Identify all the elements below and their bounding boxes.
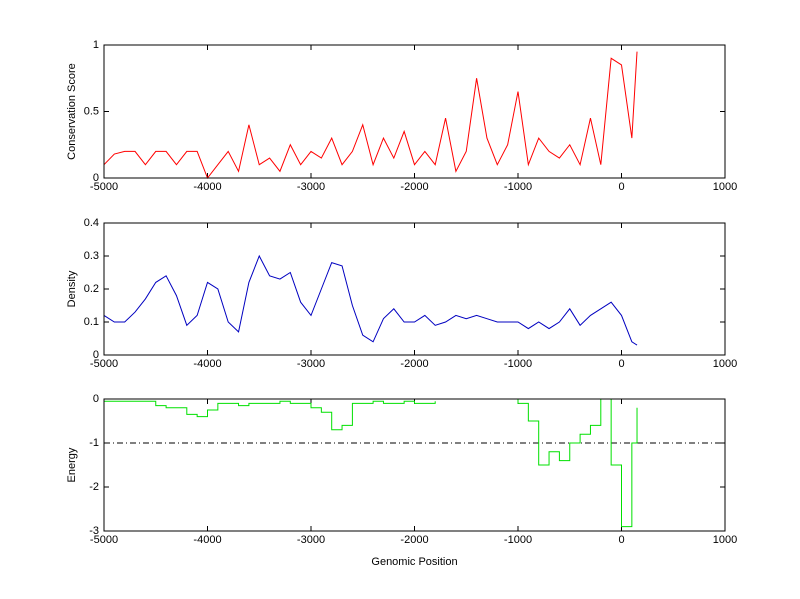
y-tick-label: -2 [89, 481, 99, 493]
x-tick-label: 1000 [713, 534, 737, 546]
y-tick-label: 0.5 [84, 105, 99, 117]
x-tick-label: -4000 [193, 358, 221, 370]
x-tick-label: -5000 [90, 181, 118, 193]
axes-frame [103, 222, 726, 356]
x-tick-label: -2000 [400, 534, 428, 546]
y-tick-label: 0 [93, 393, 99, 405]
plot-area [104, 223, 725, 355]
y-tick-label: 0.3 [84, 250, 99, 262]
y-axis-label: Energy [66, 447, 78, 482]
axes-frame [103, 398, 726, 532]
x-tick-label: -3000 [297, 358, 325, 370]
y-tick-label: -3 [89, 525, 99, 537]
data-line [103, 254, 638, 346]
x-tick-label: -5000 [90, 534, 118, 546]
data-line [103, 51, 638, 180]
x-tick-label: -5000 [90, 358, 118, 370]
x-tick-label: -4000 [193, 534, 221, 546]
x-tick-label: -3000 [297, 534, 325, 546]
y-tick-label: 1 [93, 39, 99, 51]
data-line [104, 398, 638, 528]
x-tick-label: 0 [618, 534, 624, 546]
x-tick-label: -1000 [504, 534, 532, 546]
y-axis-label: Conservation Score [66, 63, 78, 160]
x-tick-label: -3000 [297, 181, 325, 193]
x-tick-label: 0 [618, 358, 624, 370]
x-tick-label: -1000 [504, 181, 532, 193]
y-tick-label: 0.2 [84, 283, 99, 295]
x-tick-label: 0 [618, 181, 624, 193]
y-tick-label: 0 [93, 349, 99, 361]
x-tick-label: -4000 [193, 181, 221, 193]
y-tick-label: 0 [93, 172, 99, 184]
x-tick-label: 1000 [713, 358, 737, 370]
y-tick-label: 0.1 [84, 316, 99, 328]
plot-area [104, 45, 725, 178]
x-tick-label: -1000 [504, 358, 532, 370]
y-axis-label: Density [66, 270, 78, 307]
y-tick-label: -1 [89, 437, 99, 449]
x-tick-label: -2000 [400, 181, 428, 193]
x-axis-label: Genomic Position [371, 556, 457, 568]
x-tick-label: -2000 [400, 358, 428, 370]
x-tick-label: 1000 [713, 181, 737, 193]
y-tick-label: 0.4 [84, 217, 99, 229]
axes-frame [103, 44, 726, 179]
